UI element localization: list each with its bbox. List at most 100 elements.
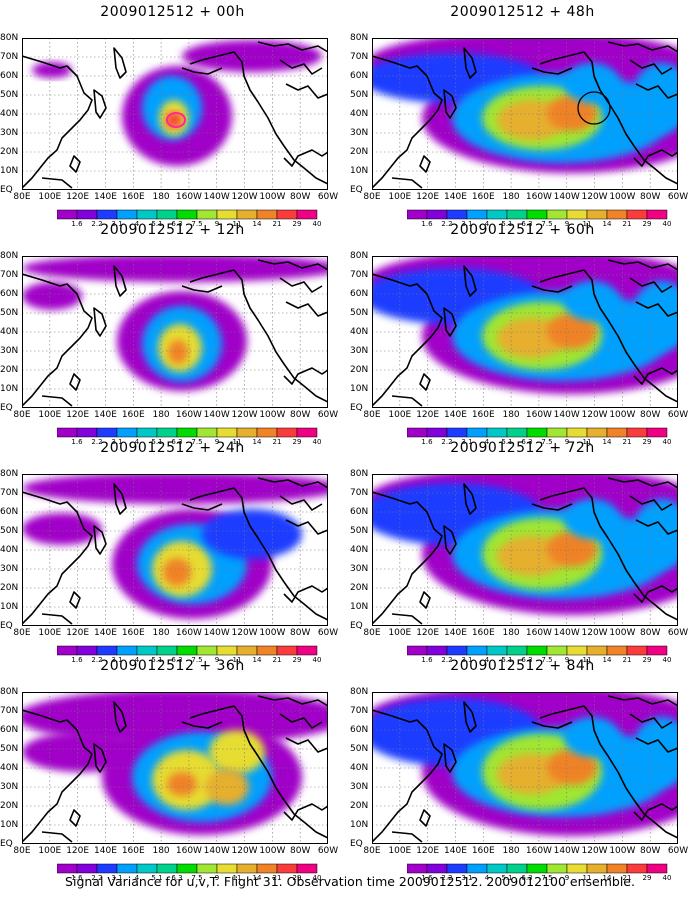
lon-label: 140W	[553, 192, 580, 202]
colorbar-label: 29	[642, 874, 652, 882]
colorbar-label: 4	[134, 438, 140, 446]
lat-label: 60N	[350, 725, 369, 735]
colorbar-label: 1.6	[71, 874, 83, 882]
lon-label: 100W	[259, 846, 286, 856]
colorbar-label: 3.1	[461, 656, 473, 664]
lon-label: 140E	[444, 192, 467, 202]
lon-label: 160E	[121, 192, 145, 202]
colorbar-swatch	[256, 863, 278, 874]
grid-lines	[372, 692, 678, 844]
lon-label: 80W	[639, 410, 661, 420]
lat-label: 10N	[350, 166, 369, 176]
lat-label: 20N	[350, 147, 369, 157]
colorbar-swatches	[406, 863, 668, 874]
colorbar: 1.6 2.2 3.1 4 5.1 6.3 7.5 9 11 14 21 29 40	[406, 860, 671, 882]
colorbar-swatch	[646, 209, 668, 220]
colorbar-label: 5.1	[501, 220, 513, 228]
lon-label: 140W	[203, 192, 230, 202]
lon-label: 140E	[444, 410, 467, 420]
map-panel: 2009012512 + 12h 80N 70N 60N 50N 40N 30N 20N 10N…	[0, 218, 345, 446]
lat-label: 30N	[350, 346, 369, 356]
lon-label: 120W	[231, 410, 258, 420]
lat-label: 40N	[350, 545, 369, 555]
colorbar-label: 7.5	[541, 656, 553, 664]
lat-label: 50N	[0, 308, 19, 318]
coastlines	[372, 695, 678, 843]
lat-label: 10N	[0, 820, 19, 830]
colorbar-label: 14	[602, 874, 612, 882]
lat-label: EQ	[0, 621, 13, 631]
lat-label: 70N	[350, 488, 369, 498]
variance-contour	[167, 772, 197, 796]
lon-label: 120E	[66, 628, 90, 638]
lon-label: 140E	[444, 628, 467, 638]
lon-label: 100E	[38, 192, 62, 202]
colorbar-label: 11	[232, 874, 242, 882]
map-panel: 2009012512 + 60h 80N 70N 60N 50N 40N 30N 20N 10N…	[350, 218, 695, 446]
colorbar-label: 9	[214, 220, 220, 228]
lon-label: 100W	[259, 628, 286, 638]
variance-map	[372, 38, 678, 190]
colorbar-label: 7.5	[541, 220, 553, 228]
colorbar-swatch	[56, 863, 78, 874]
lat-label: 50N	[350, 308, 369, 318]
colorbar-label: 5.1	[151, 438, 163, 446]
lon-label: 140E	[94, 410, 117, 420]
colorbar-label: 6.3	[521, 656, 533, 664]
panel-title: 2009012512 + 12h	[100, 222, 245, 238]
lat-label: 10N	[350, 820, 369, 830]
colorbar-label: 11	[232, 220, 242, 228]
colorbar-swatch	[196, 863, 218, 874]
colorbar-label: 9	[564, 874, 570, 882]
lat-label: 10N	[0, 166, 19, 176]
lon-label: 140W	[203, 846, 230, 856]
colorbar-label: 14	[252, 438, 262, 446]
lon-label: 160W	[525, 192, 552, 202]
lon-label: 60W	[317, 410, 339, 420]
colorbar: 1.6 2.2 3.1 4 5.1 6.3 7.5 9 11 14 21 29 40	[406, 206, 671, 228]
colorbar-swatch	[426, 863, 448, 874]
lon-label: 100W	[609, 628, 636, 638]
lon-label: 80E	[13, 628, 31, 638]
colorbar-label: 7.5	[191, 438, 203, 446]
lon-label: 120E	[416, 846, 440, 856]
lat-label: 50N	[350, 744, 369, 754]
coastlines	[22, 259, 328, 407]
variance-contour	[632, 281, 678, 351]
lat-label: 20N	[0, 365, 19, 375]
panel-title: 2009012512 + 36h	[100, 658, 245, 674]
colorbar-label: 1.6	[421, 220, 433, 228]
variance-contour	[22, 513, 102, 545]
observation-circle	[577, 91, 611, 125]
flight-track	[166, 112, 186, 128]
lat-label: 40N	[0, 327, 19, 337]
lat-label: EQ	[350, 621, 363, 631]
colorbar-swatch	[296, 209, 318, 220]
lat-label: 30N	[0, 782, 19, 792]
variance-contour	[632, 63, 678, 133]
colorbar-label: 11	[582, 438, 592, 446]
colorbar-label: 29	[642, 656, 652, 664]
colorbar-label: 9	[214, 438, 220, 446]
grid-lines	[22, 474, 328, 626]
colorbar-label: 40	[662, 438, 672, 446]
colorbar-label: 14	[602, 220, 612, 228]
lon-label: 140W	[553, 628, 580, 638]
colorbar-swatches	[56, 209, 318, 220]
colorbar-label: 3.1	[111, 874, 123, 882]
variance-contour	[22, 474, 328, 504]
lat-label: 80N	[0, 469, 19, 479]
colorbar-label: 21	[272, 438, 282, 446]
lon-label: 140E	[94, 192, 117, 202]
colorbar-label: 1.6	[71, 220, 83, 228]
colorbar-swatch	[606, 863, 628, 874]
variance-contour	[202, 509, 302, 559]
colorbar-label: 11	[582, 656, 592, 664]
colorbar-label: 5.1	[151, 656, 163, 664]
colorbar-label: 6.3	[171, 656, 183, 664]
lat-label: 60N	[0, 725, 19, 735]
lat-label: 40N	[350, 763, 369, 773]
colorbar-label: 40	[312, 220, 322, 228]
lon-label: 160E	[121, 846, 145, 856]
colorbar-label: 6.3	[521, 874, 533, 882]
